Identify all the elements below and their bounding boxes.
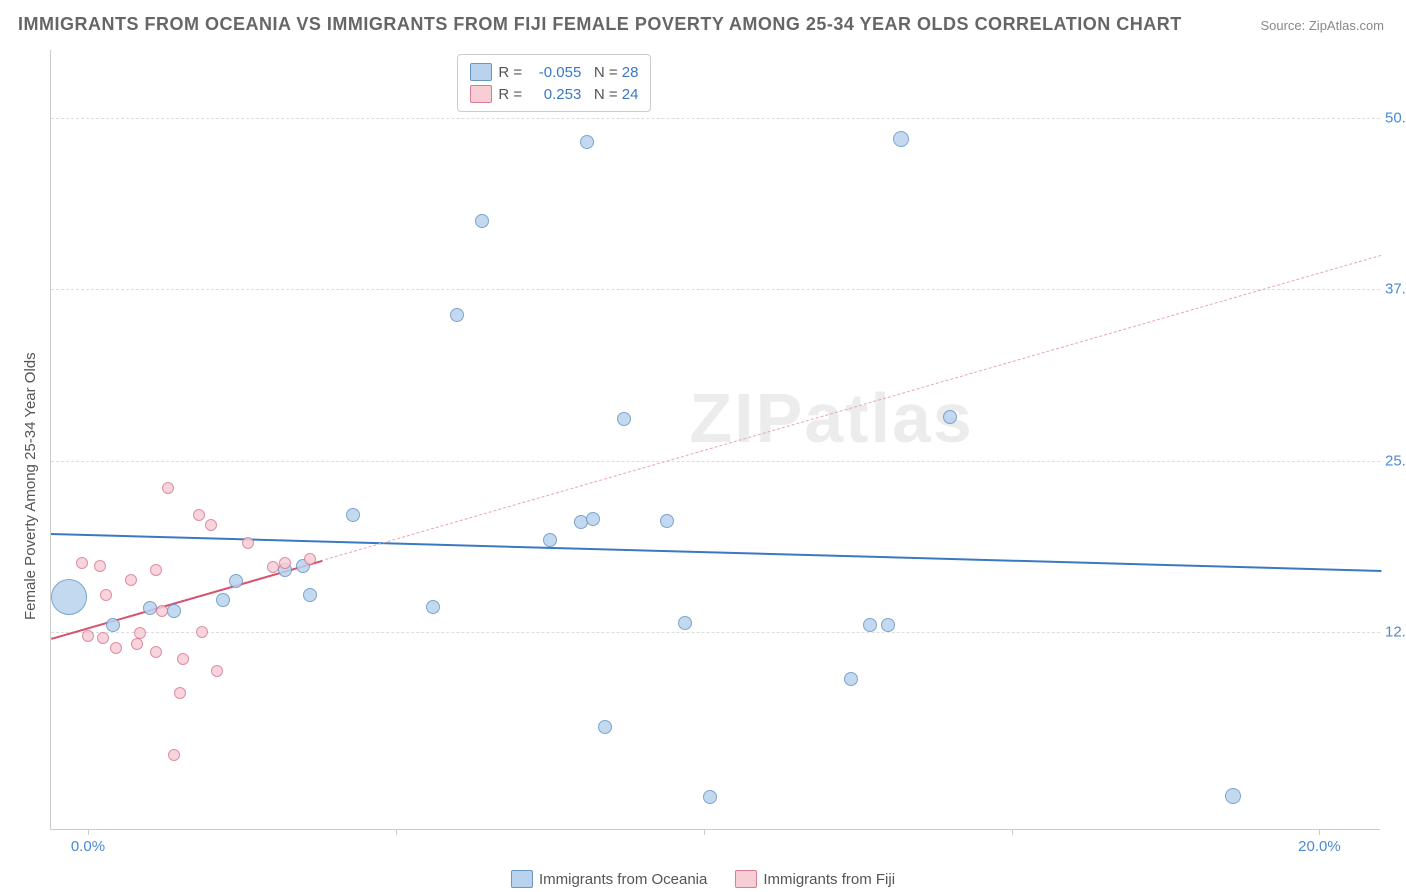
- bottom-legend: Immigrants from Oceania Immigrants from F…: [511, 870, 895, 888]
- data-point: [168, 749, 180, 761]
- plot-area: 12.5%25.0%37.5%50.0%0.0%20.0%ZIPatlasR =…: [50, 50, 1380, 830]
- data-point: [162, 482, 174, 494]
- y-axis-label: Female Poverty Among 25-34 Year Olds: [22, 352, 39, 620]
- data-point: [303, 588, 317, 602]
- data-point: [475, 214, 489, 228]
- y-tick-label: 50.0%: [1385, 110, 1406, 127]
- legend-swatch: [735, 870, 757, 888]
- data-point: [174, 687, 186, 699]
- data-point: [134, 627, 146, 639]
- data-point: [893, 131, 909, 147]
- x-tick-mark: [1012, 829, 1013, 835]
- data-point: [205, 519, 217, 531]
- correlation-legend: R = -0.055 N = 28 R = 0.253 N = 24: [457, 54, 651, 112]
- bottom-legend-label: Immigrants from Oceania: [539, 871, 707, 888]
- data-point: [678, 616, 692, 630]
- data-point: [586, 512, 600, 526]
- data-point: [863, 618, 877, 632]
- data-point: [177, 653, 189, 665]
- data-point: [82, 630, 94, 642]
- data-point: [543, 533, 557, 547]
- chart-title: IMMIGRANTS FROM OCEANIA VS IMMIGRANTS FR…: [18, 14, 1182, 35]
- bottom-legend-item: Immigrants from Fiji: [735, 870, 895, 888]
- legend-swatch: [470, 63, 492, 81]
- data-point: [97, 632, 109, 644]
- x-tick-mark: [704, 829, 705, 835]
- data-point: [598, 720, 612, 734]
- x-tick-mark: [88, 829, 89, 835]
- x-tick-label: 20.0%: [1298, 838, 1341, 855]
- data-point: [131, 638, 143, 650]
- data-point: [617, 412, 631, 426]
- x-tick-mark: [1319, 829, 1320, 835]
- legend-row: R = -0.055 N = 28: [470, 61, 638, 83]
- data-point: [125, 574, 137, 586]
- gridline-h: [51, 632, 1380, 633]
- data-point: [881, 618, 895, 632]
- watermark: ZIPatlas: [689, 378, 973, 458]
- data-point: [943, 410, 957, 424]
- legend-text: R = -0.055 N = 28: [498, 64, 638, 81]
- legend-row: R = 0.253 N = 24: [470, 83, 638, 105]
- data-point: [110, 642, 122, 654]
- data-point: [580, 135, 594, 149]
- data-point: [346, 508, 360, 522]
- data-point: [94, 560, 106, 572]
- bottom-legend-item: Immigrants from Oceania: [511, 870, 707, 888]
- data-point: [304, 553, 316, 565]
- data-point: [229, 574, 243, 588]
- legend-swatch: [470, 85, 492, 103]
- legend-swatch: [511, 870, 533, 888]
- data-point: [426, 600, 440, 614]
- data-point: [193, 509, 205, 521]
- y-tick-label: 25.0%: [1385, 452, 1406, 469]
- data-point: [150, 564, 162, 576]
- x-tick-label: 0.0%: [71, 838, 105, 855]
- data-point: [660, 514, 674, 528]
- gridline-h: [51, 289, 1380, 290]
- gridline-h: [51, 118, 1380, 119]
- data-point: [100, 589, 112, 601]
- data-point: [196, 626, 208, 638]
- data-point: [143, 601, 157, 615]
- data-point: [844, 672, 858, 686]
- data-point: [1225, 788, 1241, 804]
- data-point: [242, 537, 254, 549]
- source-attribution: Source: ZipAtlas.com: [1260, 18, 1384, 33]
- bottom-legend-label: Immigrants from Fiji: [763, 871, 895, 888]
- data-point: [279, 557, 291, 569]
- data-point: [450, 308, 464, 322]
- data-point: [156, 605, 168, 617]
- legend-text: R = 0.253 N = 24: [498, 86, 638, 103]
- data-point: [150, 646, 162, 658]
- data-point: [267, 561, 279, 573]
- x-tick-mark: [396, 829, 397, 835]
- y-tick-label: 37.5%: [1385, 281, 1406, 298]
- y-tick-label: 12.5%: [1385, 623, 1406, 640]
- data-point: [76, 557, 88, 569]
- data-point: [703, 790, 717, 804]
- gridline-h: [51, 461, 1380, 462]
- data-point: [51, 579, 87, 615]
- data-point: [216, 593, 230, 607]
- data-point: [211, 665, 223, 677]
- data-point: [106, 618, 120, 632]
- data-point: [167, 604, 181, 618]
